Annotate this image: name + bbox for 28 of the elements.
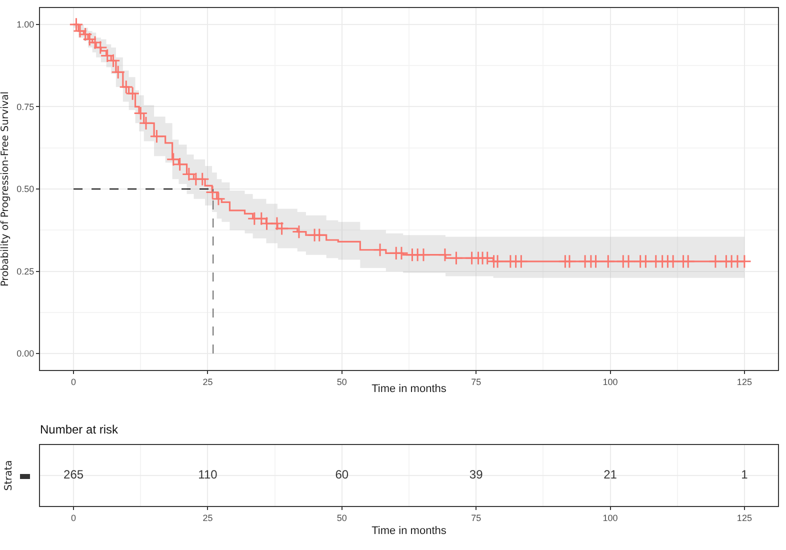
data-label: 1 <box>741 468 748 482</box>
x-tick-label: 100 <box>602 512 618 523</box>
x-tick-label: 75 <box>471 512 482 523</box>
x-tick-label: 125 <box>736 512 752 523</box>
x-axis-title: Time in months <box>372 525 447 537</box>
data-label: 265 <box>64 468 84 482</box>
data-label: 21 <box>604 468 618 482</box>
x-tick-label: 125 <box>736 376 752 387</box>
x-tick-label: 0 <box>71 376 76 387</box>
x-tick-label: 100 <box>602 376 618 387</box>
y-tick-label: 0.75 <box>16 102 34 112</box>
data-label: 110 <box>198 468 218 482</box>
y-axis-title: Strata <box>4 460 15 491</box>
data-label: 39 <box>469 468 484 482</box>
x-tick-label: 25 <box>202 376 213 387</box>
y-tick-label: 0.50 <box>16 184 34 194</box>
y-tick-label: 0.25 <box>16 266 34 276</box>
x-axis-title: Time in months <box>372 383 447 395</box>
x-tick-label: 50 <box>336 512 347 523</box>
y-tick-label: 0.00 <box>16 348 34 359</box>
x-tick-label: 50 <box>336 376 347 387</box>
x-tick-label: 0 <box>71 512 76 523</box>
x-tick-label: 75 <box>471 376 482 387</box>
chart-title: Number at risk <box>40 422 120 436</box>
y-tick-label: 1.00 <box>16 20 34 30</box>
y-axis-title: Probability of Progression-Free Survival <box>0 91 11 287</box>
x-tick-label: 25 <box>202 512 213 523</box>
data-label: 60 <box>335 468 349 482</box>
